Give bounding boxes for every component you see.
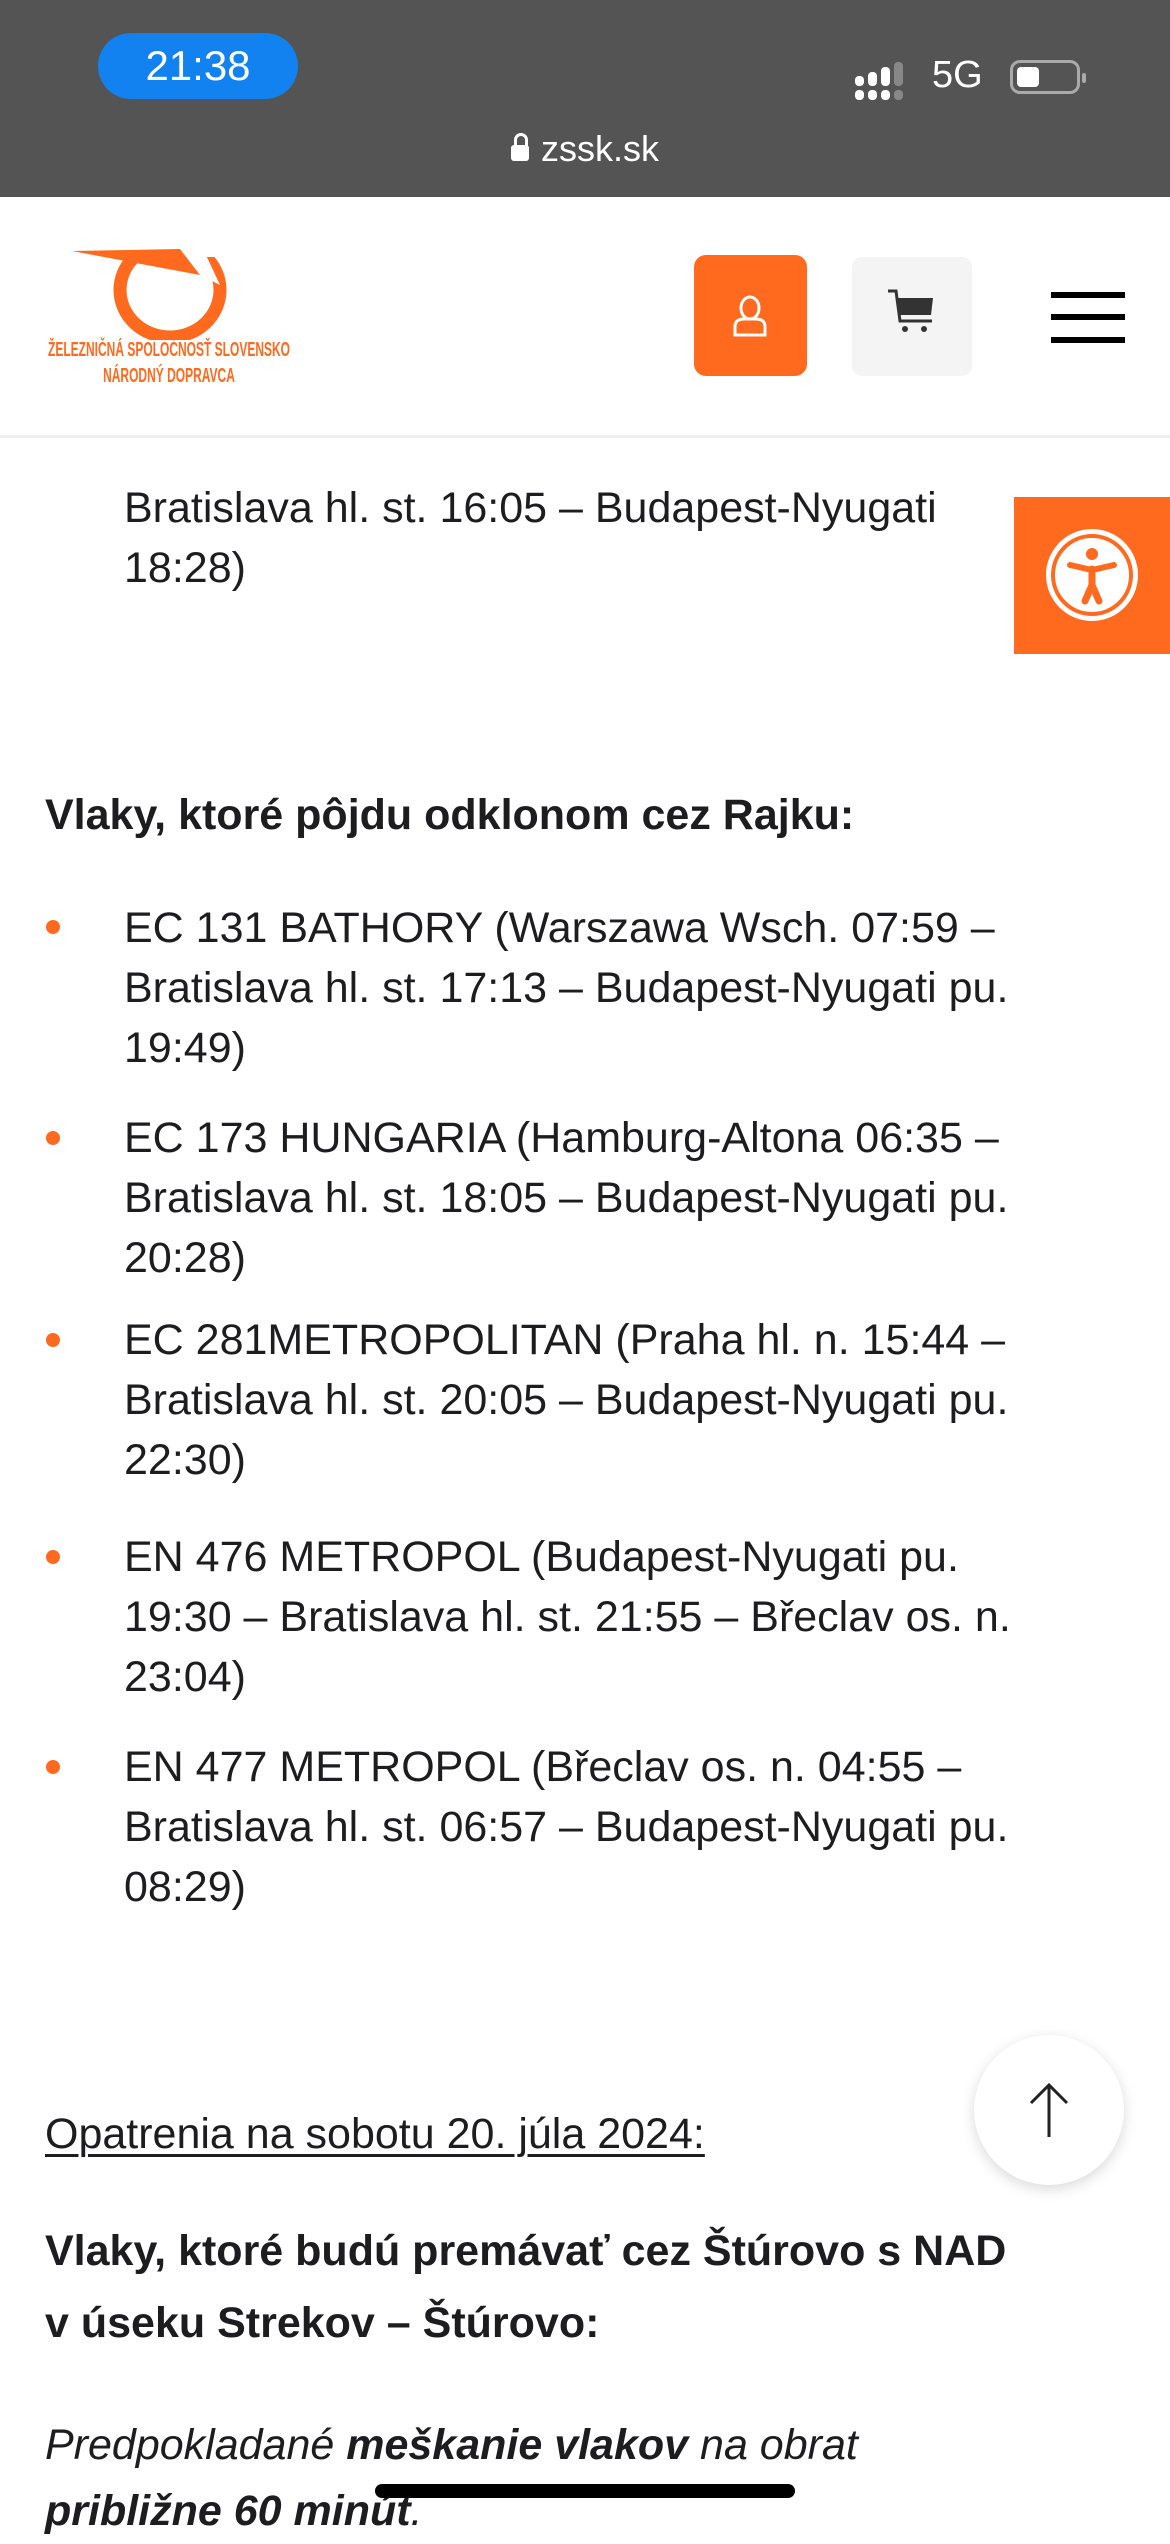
text-line: Vlaky, ktoré budú premávať cez Štúrovo s… [45,2227,1007,2275]
text-line: Bratislava hl. st. 16:05 – Budapest-Nyug… [124,484,937,532]
cart-icon [888,289,933,332]
note-text: . [410,2487,423,2535]
accessibility-button[interactable] [1014,497,1170,654]
bullet-icon [46,1333,60,1347]
home-indicator[interactable] [375,2484,795,2498]
note-text: Predpokladané [45,2421,347,2469]
text-line: EC 281METROPOLITAN (Praha hl. n. 15:44 – [124,1316,1006,1364]
delay-note: Predpokladané meškanie vlakov na obrat p… [45,2412,858,2544]
text-line: 22:30) [124,1436,246,1484]
logo-mark-icon [72,235,227,344]
menu-line [1051,337,1125,343]
text-line: Bratislava hl. st. 18:05 – Budapest-Nyug… [124,1174,1009,1222]
text-line: Bratislava hl. st. 20:05 – Budapest-Nyug… [124,1376,1009,1424]
section-heading: Vlaky, ktoré budú premávať cez Štúrovo s… [45,2215,1165,2359]
text-line: 08:29) [124,1863,246,1911]
saturday-measures-link[interactable]: Opatrenia na sobotu 20. júla 2024: [45,2110,705,2158]
login-button[interactable] [694,255,807,376]
section-heading: Vlaky, ktoré pôjdu odklonom cez Rajku: [45,791,855,839]
url-text: zssk.sk [540,128,659,169]
text-line: 18:28) [124,544,246,592]
text-line: EC 173 HUNGARIA (Hamburg-Altona 06:35 – [124,1114,999,1162]
cart-button[interactable] [852,257,972,376]
cellular-signal-icon [855,62,903,100]
address-bar[interactable]: zssk.sk [0,128,1170,170]
text-line: EN 477 METROPOL (Břeclav os. n. 04:55 – [124,1743,962,1791]
text-line: EN 476 METROPOL (Budapest-Nyugati pu. [124,1533,959,1581]
scroll-to-top-button[interactable] [974,2035,1124,2185]
text-line: 23:04) [124,1653,246,1701]
note-text: na obrat [688,2421,858,2469]
bullet-icon [46,920,60,934]
zssk-logo[interactable]: ŽELEZNIČNÁ SPOLOČNOSŤ SLOVENSKO NÁRODNÝ … [40,235,300,400]
text-line: v úseku Strekov – Štúrovo: [45,2299,600,2347]
menu-line [1051,292,1125,298]
logo-text-tagline: NÁRODNÝ DOPRAVCA [103,365,235,387]
list-item-continued: Bratislava hl. st. 16:05 – Budapest-Nyug… [124,478,1164,598]
user-icon [733,295,767,337]
bullet-icon [46,1550,60,1564]
accessibility-icon [1046,529,1138,621]
menu-line [1051,314,1125,320]
site-header: ŽELEZNIČNÁ SPOLOČNOSŤ SLOVENSKO NÁRODNÝ … [0,197,1170,438]
text-line: 19:30 – Bratislava hl. st. 21:55 – Břecl… [124,1593,1011,1641]
arrow-up-icon [1029,2082,1069,2137]
status-bar: 21:38 5G zssk.sk [0,0,1170,197]
lock-icon [510,133,529,161]
status-time: 21:38 [98,33,298,99]
text-line: EC 131 BATHORY (Warszawa Wsch. 07:59 – [124,904,995,952]
network-type: 5G [932,54,983,96]
note-emphasis: približne 60 minút [45,2487,411,2535]
bullet-icon [46,1760,60,1774]
bullet-icon [46,1131,60,1145]
text-line: Bratislava hl. st. 17:13 – Budapest-Nyug… [124,964,1009,1012]
text-line: 19:49) [124,1024,246,1072]
text-line: 20:28) [124,1234,246,1282]
text-line: Bratislava hl. st. 06:57 – Budapest-Nyug… [124,1803,1009,1851]
battery-icon [1010,60,1086,94]
menu-button[interactable] [1051,292,1125,344]
note-emphasis: meškanie vlakov [346,2421,689,2469]
logo-text-company: ŽELEZNIČNÁ SPOLOČNOSŤ SLOVENSKO [47,339,291,361]
